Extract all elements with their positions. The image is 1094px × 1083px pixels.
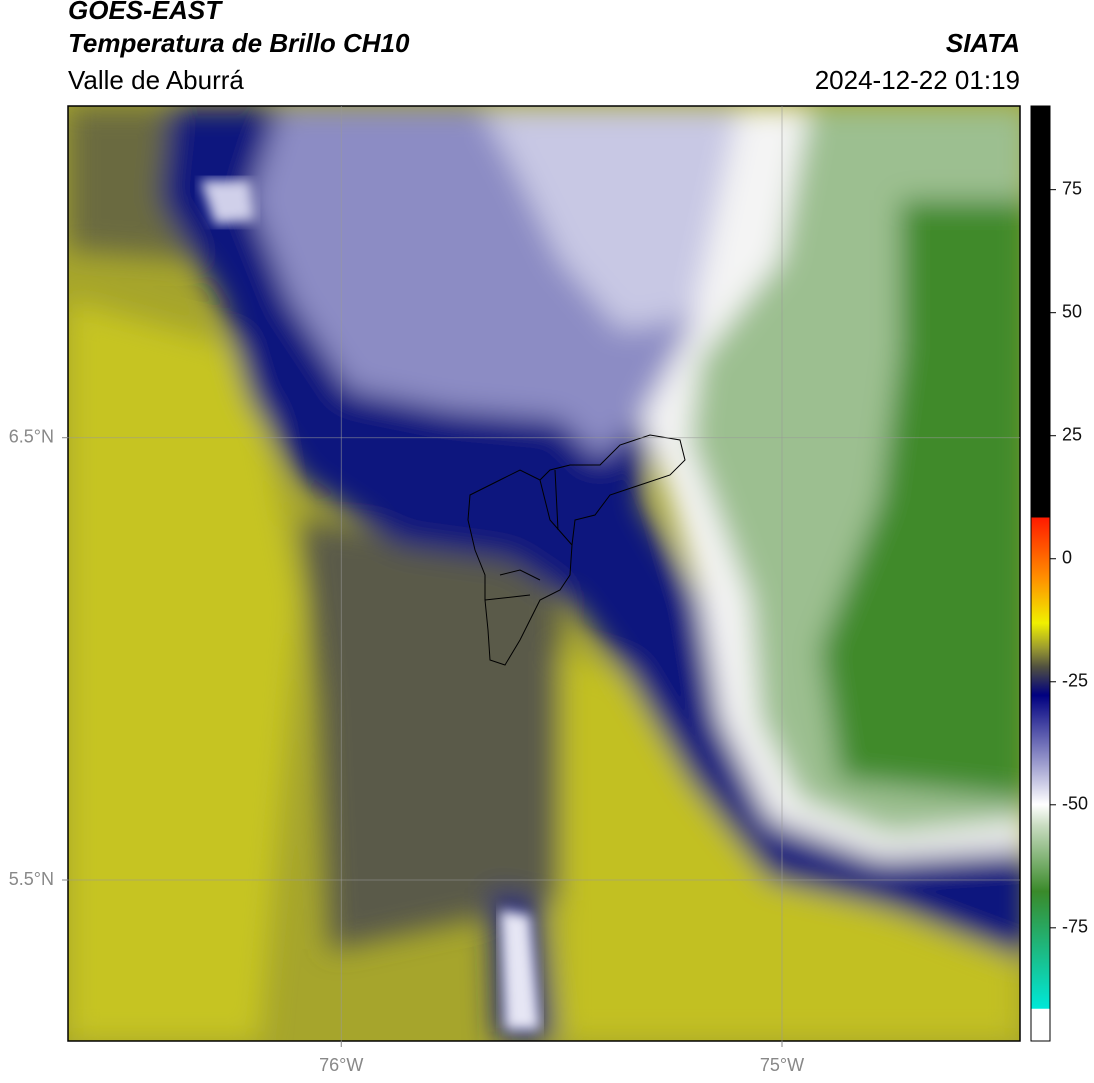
colorbar-tick-label: 25 [1062, 424, 1082, 444]
region: Valle de Aburrá [68, 65, 244, 95]
map-frame [67, 105, 1021, 1042]
colorbar-tick-label: 50 [1062, 301, 1082, 321]
product: Temperatura de Brillo CH10 [68, 28, 410, 58]
source: SIATA [946, 28, 1020, 58]
timestamp: 2024-12-22 01:19 [815, 65, 1020, 95]
colorbar-tick-label: 75 [1062, 178, 1082, 198]
colorbar-tick-label: -50 [1062, 794, 1088, 814]
satellite: GOES-EAST [68, 0, 223, 25]
colorbar [1030, 105, 1051, 1042]
x-tick-label: 76°W [319, 1055, 363, 1075]
colorbar-tick-label: 0 [1062, 547, 1072, 567]
boundaries [467, 434, 686, 666]
colorbar-tick-label: -75 [1062, 917, 1088, 937]
y-tick-label: 5.5°N [9, 869, 54, 889]
map-image [68, 106, 1020, 1041]
colorbar-tick-label: -25 [1062, 671, 1088, 691]
y-tick-label: 6.5°N [9, 426, 54, 446]
x-tick-label: 75°W [760, 1055, 804, 1075]
